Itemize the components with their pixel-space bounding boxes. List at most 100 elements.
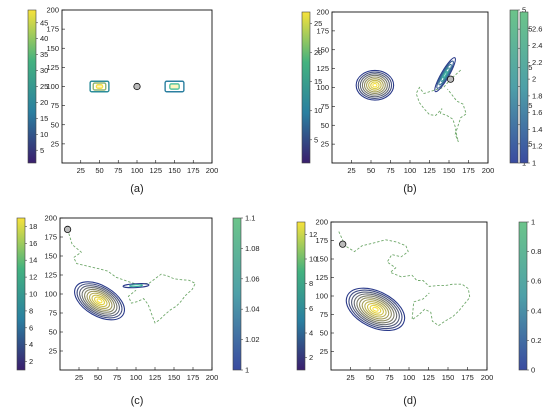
x-tick-label: 150: [168, 373, 181, 382]
contour-ring: [128, 284, 144, 288]
contour-ring: [372, 83, 378, 88]
colorbar-tick-label: 10: [309, 255, 317, 264]
chart-panel-1: 5101520253035404511.522.533.544.55255075…: [27, 6, 532, 195]
plot-area: [59, 217, 213, 371]
y-tick-label: 75: [321, 102, 329, 111]
contour-ring: [95, 84, 104, 89]
trajectory-path: [415, 69, 467, 143]
x-tick-label: 200: [481, 373, 494, 382]
right-colorbar: [518, 221, 528, 371]
x-tick-label: 100: [403, 373, 416, 382]
colorbar-tick-label: 1.8: [532, 91, 542, 100]
colorbar-tick-label: 20: [40, 98, 48, 107]
y-tick-label: 100: [316, 83, 329, 92]
colorbar-tick-label: 12: [29, 273, 37, 282]
x-tick-label: 175: [461, 373, 474, 382]
left-colorbar: [16, 217, 26, 371]
contour-ring: [84, 288, 116, 313]
colorbar-tick-label: 2.6: [532, 24, 542, 33]
y-tick-label: 200: [316, 8, 329, 17]
right-colorbar: [519, 11, 529, 164]
y-tick-label: 25: [321, 140, 329, 149]
colorbar-tick-label: 10: [29, 290, 37, 299]
y-tick-label: 175: [316, 26, 329, 35]
x-tick-label: 50: [366, 373, 374, 382]
x-tick-label: 175: [187, 373, 200, 382]
colorbar-tick-label: 4: [309, 329, 313, 338]
contour-ring: [372, 306, 379, 312]
contour-blob-1: [74, 281, 125, 321]
contour-ring: [86, 290, 113, 311]
y-tick-label: 125: [44, 271, 57, 280]
contour-ring: [74, 281, 125, 321]
x-tick-label: 125: [149, 166, 162, 175]
y-tick-label: 50: [320, 329, 328, 338]
contour-ring: [356, 295, 395, 324]
colorbar-tick-label: 20: [314, 48, 322, 57]
colorbar-tick-label: 8: [29, 306, 33, 315]
colorbar-tick-label: 1.02: [245, 335, 260, 344]
y-tick-label: 25: [49, 347, 57, 356]
x-tick-label: 75: [386, 166, 394, 175]
colorbar-tick-label: 2.4: [532, 41, 542, 50]
contour-ring: [370, 81, 380, 90]
colorbar-tick-label: 6: [309, 304, 313, 313]
contour-ring: [89, 292, 111, 309]
contour-ring: [369, 304, 382, 314]
contour-ring: [361, 74, 388, 96]
contour-ring: [169, 83, 180, 90]
contour-blob-2: [122, 283, 150, 289]
y-tick-label: 200: [46, 6, 59, 15]
colorbar-tick-label: 30: [40, 66, 48, 75]
x-tick-label: 150: [442, 373, 455, 382]
colorbar-tick-label: 40: [40, 34, 48, 43]
colorbar-tick-label: 1.2: [532, 142, 542, 151]
left-colorbar: [27, 9, 37, 164]
x-tick-label: 25: [347, 166, 355, 175]
colorbar-tick-label: 5: [314, 135, 318, 144]
y-tick-label: 175: [44, 233, 57, 242]
colorbar-tick-label: 25: [40, 82, 48, 91]
right-colorbar: [509, 9, 519, 164]
colorbar-tick-label: 16: [29, 239, 37, 248]
x-tick-label: 100: [404, 166, 417, 175]
left-colorbar: [301, 11, 311, 164]
colorbar-tick-label: 2: [532, 75, 536, 84]
colorbar-tick-label: 10: [314, 106, 322, 115]
contour-ring: [359, 73, 391, 98]
x-tick-label: 150: [168, 166, 181, 175]
x-tick-label: 75: [385, 373, 393, 382]
colorbar-tick-label: 35: [40, 50, 48, 59]
y-tick-label: 125: [316, 64, 329, 73]
position-marker: [446, 75, 455, 83]
contour-ring: [93, 296, 106, 306]
x-tick-label: 100: [130, 373, 143, 382]
colorbar-tick-label: 0.4: [531, 306, 541, 315]
x-tick-label: 200: [482, 166, 495, 175]
colorbar-tick-label: 1.04: [245, 305, 260, 314]
contour-blob-1: [345, 287, 406, 332]
y-tick-label: 50: [51, 120, 59, 129]
contour-ring: [79, 285, 120, 317]
chart-panel-2: 5 10 15 20 25 1 1.2 1.4 1.6 1.8 2 2.2 2.4 2.6 25 50 75 10…: [301, 8, 542, 195]
x-tick-label: 75: [113, 373, 121, 382]
x-tick-label: 125: [422, 373, 435, 382]
panel-caption: (b): [403, 183, 416, 195]
contour-ring: [363, 76, 386, 95]
contour-ring: [348, 289, 403, 330]
x-tick-label: 175: [187, 166, 200, 175]
contour-ring: [91, 294, 108, 308]
y-tick-label: 50: [49, 328, 57, 337]
y-tick-label: 175: [46, 25, 59, 34]
y-tick-label: 150: [44, 252, 57, 261]
colorbar-tick-label: 8: [309, 279, 313, 288]
colorbar-tick-label: 45: [40, 18, 48, 27]
y-tick-label: 200: [315, 218, 328, 227]
colorbar-tick-label: 0: [531, 366, 535, 375]
colorbar-tick-label: 1: [532, 159, 536, 168]
y-tick-label: 100: [46, 82, 59, 91]
y-tick-label: 200: [44, 214, 57, 223]
panel-caption: (a): [130, 183, 143, 195]
